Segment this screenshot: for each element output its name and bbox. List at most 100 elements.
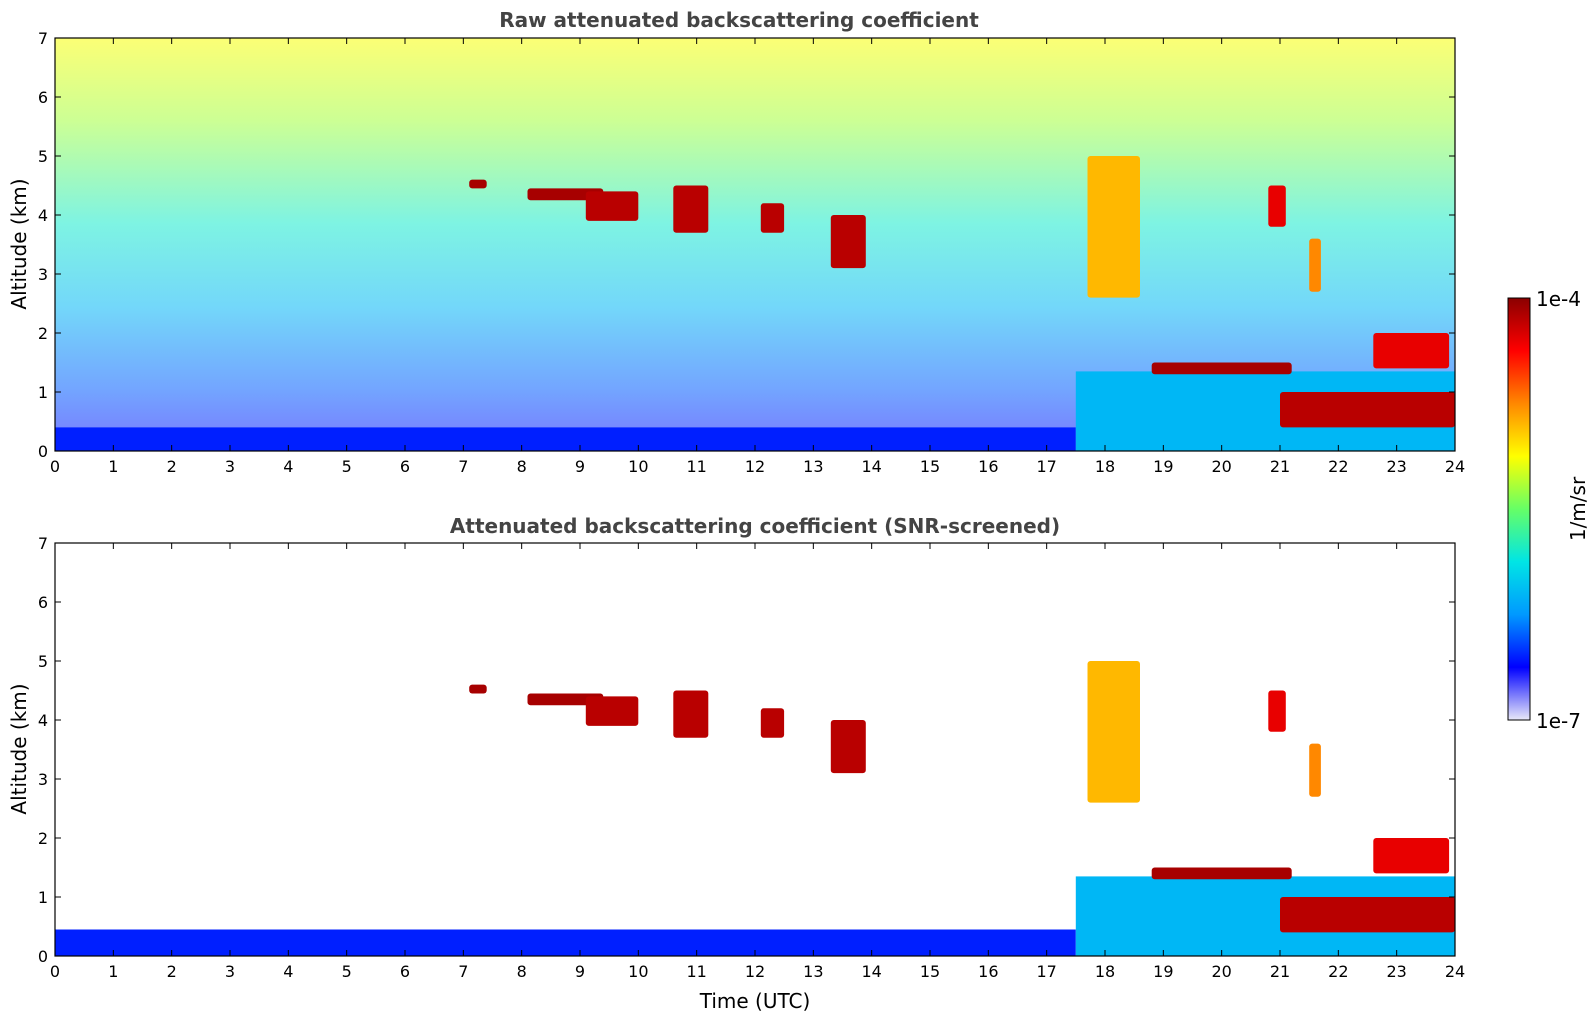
x-tick-label: 13 [803, 457, 823, 476]
y-tick-label: 2 [38, 829, 48, 848]
y-tick-label: 6 [38, 88, 48, 107]
x-tick-label: 5 [342, 457, 352, 476]
colorbar: 1e-4 1e-7 1/m/sr [1507, 287, 1590, 733]
x-tick-label: 21 [1270, 962, 1290, 981]
x-tick-label: 2 [167, 962, 177, 981]
x-tick-label: 19 [1153, 962, 1173, 981]
x-tick-label: 15 [920, 962, 940, 981]
y-tick-label: 3 [38, 265, 48, 284]
y-tick-label: 7 [38, 534, 48, 553]
cloud-feature [1373, 838, 1450, 874]
cloud-feature [1087, 661, 1140, 803]
panel-screened-xlabel: Time (UTC) [699, 989, 811, 1013]
x-tick-label: 4 [283, 457, 293, 476]
y-tick-label: 4 [38, 206, 48, 225]
x-tick-label: 10 [628, 457, 648, 476]
x-tick-label: 19 [1153, 457, 1173, 476]
x-tick-label: 9 [575, 962, 585, 981]
y-tick-label: 0 [38, 442, 48, 461]
x-tick-label: 23 [1386, 962, 1406, 981]
x-tick-label: 9 [575, 457, 585, 476]
cloud-feature [1280, 897, 1455, 933]
panel-screened-x-axis: 0 1 2 3 4 5 6 7 8 9 10 11 12 13 14 15 16 17 18 19 20 21 22 23 24 [50, 543, 1465, 981]
panel-raw: Raw attenuated backscattering coefficien… [7, 8, 1465, 476]
x-tick-label: 8 [517, 457, 527, 476]
cloud-feature [1373, 333, 1450, 369]
panel-raw-title: Raw attenuated backscattering coefficien… [499, 8, 979, 32]
x-tick-label: 6 [400, 457, 410, 476]
y-tick-label: 5 [38, 652, 48, 671]
x-tick-label: 7 [458, 962, 468, 981]
cloud-feature [1087, 156, 1140, 298]
x-tick-label: 15 [920, 457, 940, 476]
x-tick-label: 1 [108, 457, 118, 476]
y-tick-label: 3 [38, 770, 48, 789]
x-tick-label: 24 [1445, 962, 1465, 981]
cloud-feature [1151, 362, 1292, 375]
y-tick-label: 2 [38, 324, 48, 343]
x-tick-label: 24 [1445, 457, 1465, 476]
x-tick-label: 14 [861, 457, 881, 476]
cloud-feature [1309, 238, 1321, 292]
x-tick-label: 17 [1036, 962, 1056, 981]
y-tick-label: 6 [38, 593, 48, 612]
cloud-feature [1309, 743, 1321, 797]
cloud-feature [1268, 690, 1286, 732]
x-tick-label: 14 [861, 962, 881, 981]
cloud-feature [760, 708, 785, 738]
cloud-feature [830, 215, 866, 269]
x-tick-label: 0 [50, 962, 60, 981]
x-tick-label: 20 [1211, 457, 1231, 476]
y-tick-label: 5 [38, 147, 48, 166]
cloud-feature [469, 684, 487, 694]
cloud-feature [673, 690, 709, 738]
panel-raw-x-axis: 0 1 2 3 4 5 6 7 8 9 10 11 12 13 14 15 16 17 18 19 20 21 22 23 24 [50, 38, 1465, 476]
cloud-feature [1280, 392, 1455, 428]
panel-screened-title: Attenuated backscattering coefficient (S… [450, 514, 1060, 538]
colorbar-max-label: 1e-4 [1536, 287, 1581, 311]
cloud-feature [527, 693, 604, 706]
cloud-feature [760, 203, 785, 233]
x-tick-label: 1 [108, 962, 118, 981]
x-tick-label: 17 [1036, 457, 1056, 476]
panel-screened-heatmap [55, 661, 1455, 956]
colorbar-min-label: 1e-7 [1536, 709, 1581, 733]
panel-screened: Attenuated backscattering coefficient (S… [7, 514, 1465, 1013]
colorbar-label: 1/m/sr [1566, 476, 1590, 541]
x-tick-label: 21 [1270, 457, 1290, 476]
y-tick-label: 1 [38, 888, 48, 907]
y-tick-label: 1 [38, 383, 48, 402]
x-tick-label: 10 [628, 962, 648, 981]
x-tick-label: 23 [1386, 457, 1406, 476]
x-tick-label: 3 [225, 457, 235, 476]
x-tick-label: 6 [400, 962, 410, 981]
cloud-feature [673, 185, 709, 233]
cloud-feature [469, 179, 487, 189]
cloud-feature [585, 191, 639, 221]
x-tick-label: 16 [978, 962, 998, 981]
x-tick-label: 12 [745, 962, 765, 981]
boundary-layer-feature [55, 929, 1076, 956]
x-tick-label: 5 [342, 962, 352, 981]
x-tick-label: 16 [978, 457, 998, 476]
panel-raw-y-axis: 0 1 2 3 4 5 6 7 [38, 29, 1455, 461]
x-tick-label: 20 [1211, 962, 1231, 981]
colorbar-gradient [1507, 297, 1531, 721]
x-tick-label: 4 [283, 962, 293, 981]
x-tick-label: 11 [686, 457, 706, 476]
cloud-feature [1151, 867, 1292, 880]
x-tick-label: 18 [1095, 457, 1115, 476]
cloud-feature [527, 188, 604, 201]
panel-screened-ylabel: Altitude (km) [7, 683, 31, 814]
x-tick-label: 11 [686, 962, 706, 981]
x-tick-label: 22 [1328, 962, 1348, 981]
panel-raw-heatmap [55, 38, 1455, 451]
x-tick-label: 12 [745, 457, 765, 476]
x-tick-label: 8 [517, 962, 527, 981]
boundary-layer-feature [55, 427, 1076, 451]
x-tick-label: 7 [458, 457, 468, 476]
y-tick-label: 0 [38, 947, 48, 966]
cloud-feature [1268, 185, 1286, 227]
x-tick-label: 22 [1328, 457, 1348, 476]
